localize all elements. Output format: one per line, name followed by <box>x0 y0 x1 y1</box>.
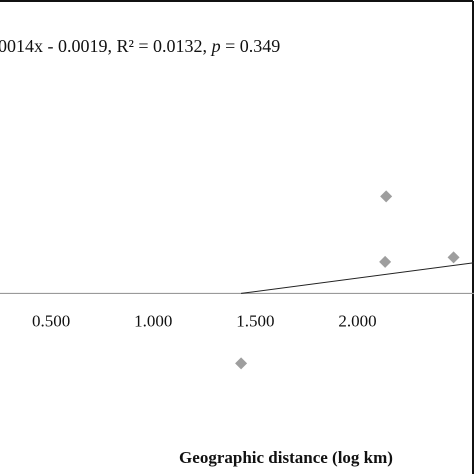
data-point <box>379 255 392 268</box>
x-tick-label: 1.500 <box>236 311 274 330</box>
x-tick-labels: 0.500 1.000 1.500 2.000 <box>32 311 377 330</box>
equation-prefix: 0014x - 0.0019, R² = 0.0132, <box>0 36 212 56</box>
equation-p-symbol: p <box>210 36 221 56</box>
x-axis-title: Geographic distance (log km) <box>179 448 393 467</box>
data-points <box>235 190 460 370</box>
data-point <box>380 190 393 203</box>
trendline <box>241 262 474 294</box>
regression-equation: 0014x - 0.0019, R² = 0.0132, p = 0.349 <box>0 36 280 56</box>
x-tick-label: 1.000 <box>134 311 172 330</box>
equation-suffix: = 0.349 <box>221 36 281 56</box>
x-tick-label: 2.000 <box>338 311 376 330</box>
x-tick-label: 0.500 <box>32 311 70 330</box>
data-point <box>447 251 460 264</box>
data-point <box>235 357 248 370</box>
